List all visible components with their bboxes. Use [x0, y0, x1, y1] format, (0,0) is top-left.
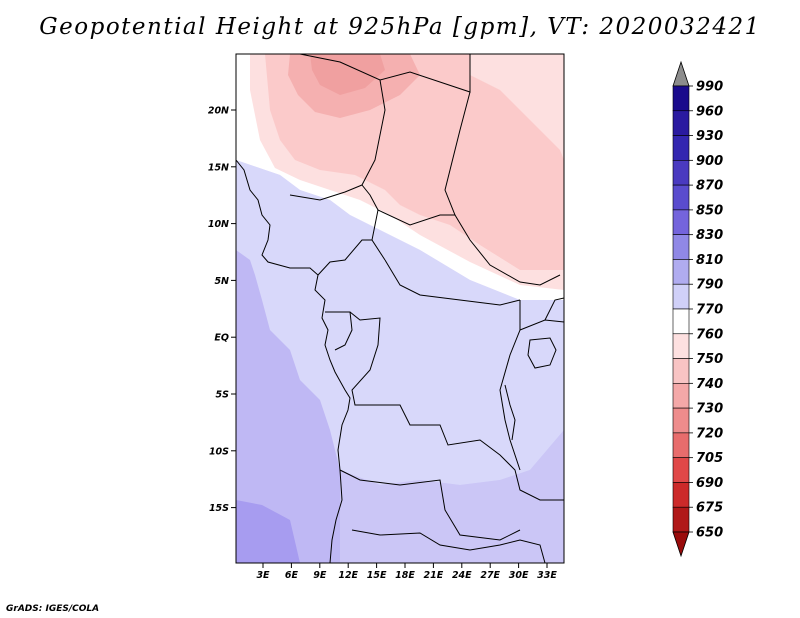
colorbar-swatch	[672, 85, 690, 112]
longitude-axis: 3E 6E 9E 12E 15E 18E 21E 24E 27E 30E 33E	[256, 563, 557, 581]
border-chad	[361, 79, 386, 261]
colorbar: 990 960 930 900 870 850 830 810 790 770 760 750 740 7…	[672, 60, 723, 558]
colorbar-swatch	[672, 283, 690, 310]
colorbar-swatch	[672, 457, 690, 483]
latitude-axis: 20N 15N 10N 5N EQ 5S 10S 15S	[208, 106, 236, 514]
colorbar-swatch	[672, 482, 690, 508]
colorbar-label: 675	[696, 501, 723, 516]
lat-tick-label: 5N	[214, 276, 229, 287]
colorbar-label: 720	[696, 426, 723, 441]
lat-tick-label: EQ	[214, 333, 229, 344]
lat-tick-label: 5S	[216, 390, 230, 401]
border-angola	[339, 469, 521, 541]
lon-tick-label: 12E	[338, 570, 358, 581]
lat-tick-label: 10S	[209, 446, 229, 457]
colorbar-label: 790	[696, 278, 723, 293]
coastline-west	[236, 159, 351, 563]
ocean-low-field	[236, 500, 300, 563]
lake-victoria	[527, 337, 557, 369]
lake-tanganyika	[504, 384, 516, 441]
border-north-1	[299, 54, 471, 93]
colorbar-swatch	[672, 432, 690, 458]
land-low-field	[340, 430, 564, 563]
colorbar-label: 960	[696, 104, 723, 119]
borders	[236, 54, 564, 563]
border-drc	[349, 311, 564, 501]
colorbar-label: 750	[696, 352, 723, 367]
lon-tick-label: 18E	[395, 570, 415, 581]
colorbar-label: 650	[696, 526, 723, 541]
colorbar-label: 870	[696, 179, 723, 194]
pink-dark-core	[310, 54, 385, 95]
colorbar-label: 690	[696, 476, 723, 491]
lon-tick-label: 30E	[509, 570, 529, 581]
colorbar-swatch	[672, 110, 690, 136]
colorbar-swatch	[672, 184, 690, 211]
colorbar-label: 770	[696, 303, 723, 318]
lon-tick-label: 33E	[537, 570, 557, 581]
lon-tick-label: 24E	[452, 570, 472, 581]
lon-tick-label: 27E	[480, 570, 500, 581]
border-drc-north	[384, 259, 521, 306]
border-nigeria	[289, 184, 363, 201]
border-gabon	[325, 311, 353, 351]
lon-tick-label: 15E	[367, 570, 387, 581]
colorbar-label: 730	[696, 402, 723, 417]
colorbar-label: 850	[696, 203, 723, 218]
colorbar-swatch	[672, 407, 690, 434]
colorbar-label: 705	[696, 451, 723, 466]
colorbar-swatch	[672, 308, 690, 335]
colorbar-label: 900	[696, 154, 723, 169]
grads-credit: GrADS: IGES/COLA	[6, 604, 100, 614]
contour-field	[236, 54, 564, 563]
lon-tick-label: 21E	[424, 570, 444, 581]
colorbar-bottom-arrow	[672, 531, 690, 558]
colorbar-swatch	[672, 383, 690, 409]
colorbar-label: 810	[696, 253, 723, 268]
colorbar-swatch	[672, 160, 690, 186]
colorbar-label: 830	[696, 228, 723, 243]
colorbar-swatch	[672, 259, 690, 285]
border-south	[351, 529, 546, 563]
border-sudan	[444, 91, 561, 286]
lat-tick-label: 15N	[208, 162, 229, 173]
lon-tick-label: 9E	[313, 570, 327, 581]
colorbar-swatch	[672, 358, 690, 384]
map-frame	[235, 53, 565, 564]
lon-tick-label: 6E	[285, 570, 299, 581]
colorbar-label: 930	[696, 129, 723, 144]
colorbar-label: 990	[696, 80, 723, 95]
lat-tick-label: 10N	[208, 219, 229, 230]
border-car	[377, 209, 455, 226]
land-main-field	[236, 160, 564, 485]
border-cameroon	[317, 239, 372, 276]
colorbar-swatch	[672, 135, 690, 161]
colorbar-swatch	[672, 234, 690, 260]
border-kenya	[544, 297, 564, 321]
colorbar-label: 760	[696, 327, 723, 342]
colorbar-label: 740	[696, 377, 723, 392]
colorbar-top-arrow	[672, 60, 690, 87]
lat-tick-label: 20N	[208, 106, 229, 117]
map-title: Geopotential Height at 925hPa [gpm], VT:…	[39, 14, 761, 40]
colorbar-swatch	[672, 506, 690, 533]
lat-tick-label: 15S	[209, 503, 229, 514]
lon-tick-label: 3E	[256, 570, 270, 581]
colorbar-swatch	[672, 333, 690, 359]
colorbar-swatch	[672, 209, 690, 235]
